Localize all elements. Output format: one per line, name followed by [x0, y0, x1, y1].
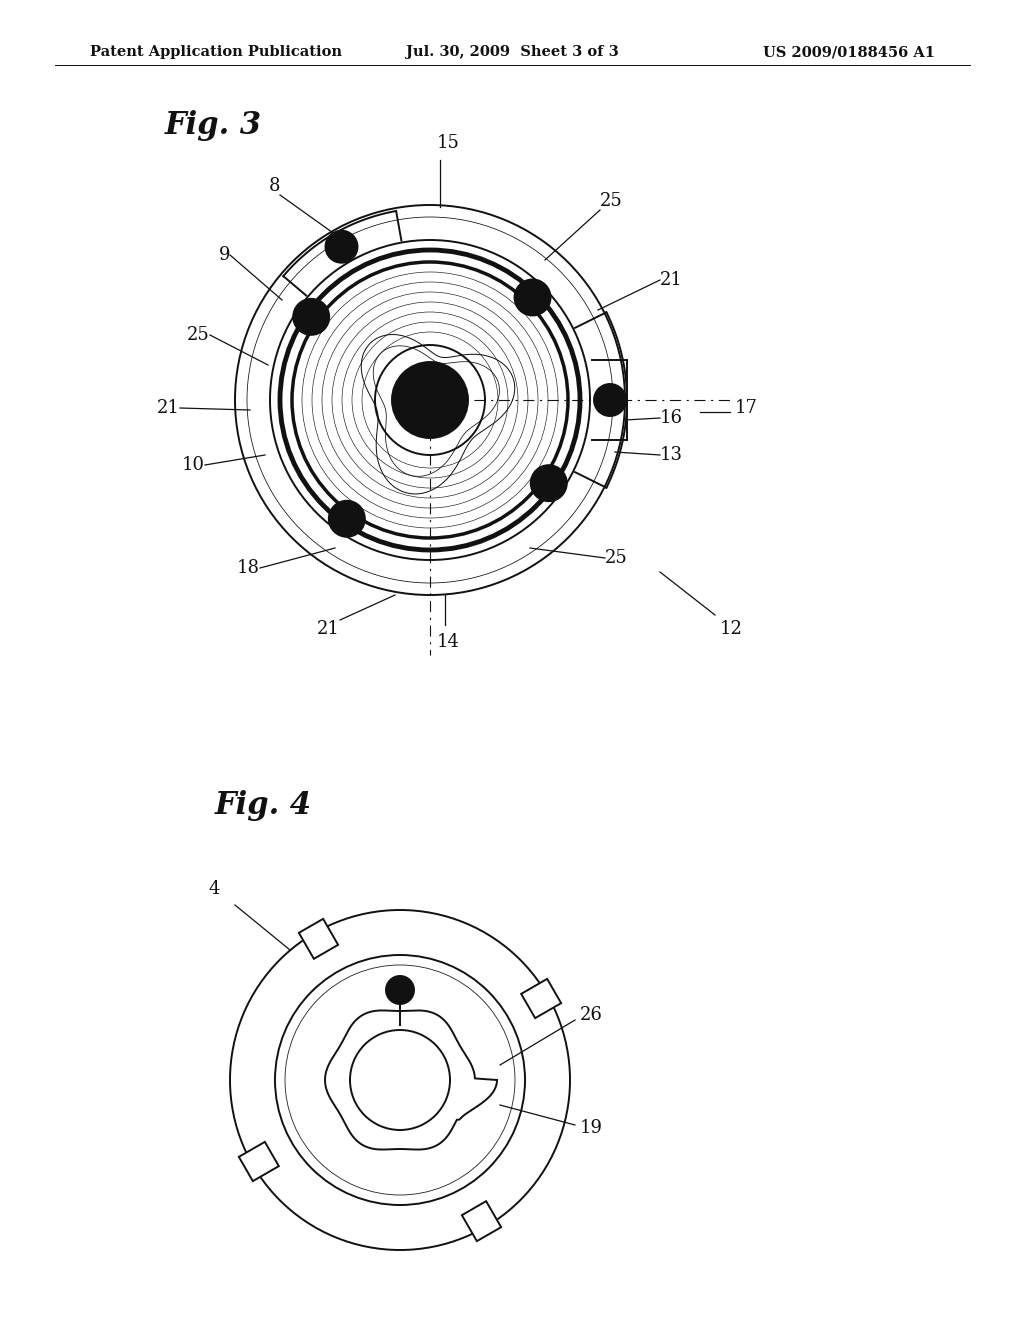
Circle shape [333, 238, 350, 256]
Circle shape [530, 465, 566, 502]
Circle shape [337, 508, 356, 529]
Text: 19: 19 [580, 1119, 603, 1137]
Text: 25: 25 [187, 326, 210, 345]
Circle shape [293, 298, 330, 335]
Text: Patent Application Publication: Patent Application Publication [90, 45, 342, 59]
Text: Fig. 3: Fig. 3 [165, 110, 262, 141]
Text: 16: 16 [660, 409, 683, 426]
Circle shape [386, 975, 414, 1005]
Text: 26: 26 [580, 1006, 603, 1024]
Circle shape [539, 473, 559, 494]
Text: Fig. 4: Fig. 4 [215, 789, 312, 821]
Text: 14: 14 [436, 634, 460, 651]
Circle shape [522, 288, 543, 308]
Circle shape [326, 231, 357, 263]
Polygon shape [462, 1201, 501, 1241]
Circle shape [301, 306, 322, 327]
Polygon shape [239, 1142, 279, 1181]
Text: 4: 4 [209, 880, 220, 898]
Text: 15: 15 [436, 135, 460, 152]
Circle shape [392, 362, 468, 438]
Text: 9: 9 [218, 246, 230, 264]
Polygon shape [521, 979, 561, 1018]
Text: US 2009/0188456 A1: US 2009/0188456 A1 [763, 45, 935, 59]
Polygon shape [299, 919, 338, 958]
Text: Jul. 30, 2009  Sheet 3 of 3: Jul. 30, 2009 Sheet 3 of 3 [406, 45, 618, 59]
Text: 10: 10 [182, 455, 205, 474]
Circle shape [514, 280, 551, 315]
Text: 17: 17 [735, 399, 758, 417]
Text: 25: 25 [600, 191, 623, 210]
Text: 12: 12 [720, 620, 742, 638]
Text: 21: 21 [660, 271, 683, 289]
Circle shape [601, 391, 618, 409]
Text: 25: 25 [605, 549, 628, 568]
Circle shape [329, 500, 365, 537]
Circle shape [594, 384, 626, 416]
Text: 21: 21 [157, 399, 180, 417]
Text: 18: 18 [237, 558, 260, 577]
Text: 8: 8 [268, 177, 280, 195]
Text: 21: 21 [317, 620, 340, 638]
Text: 13: 13 [660, 446, 683, 465]
